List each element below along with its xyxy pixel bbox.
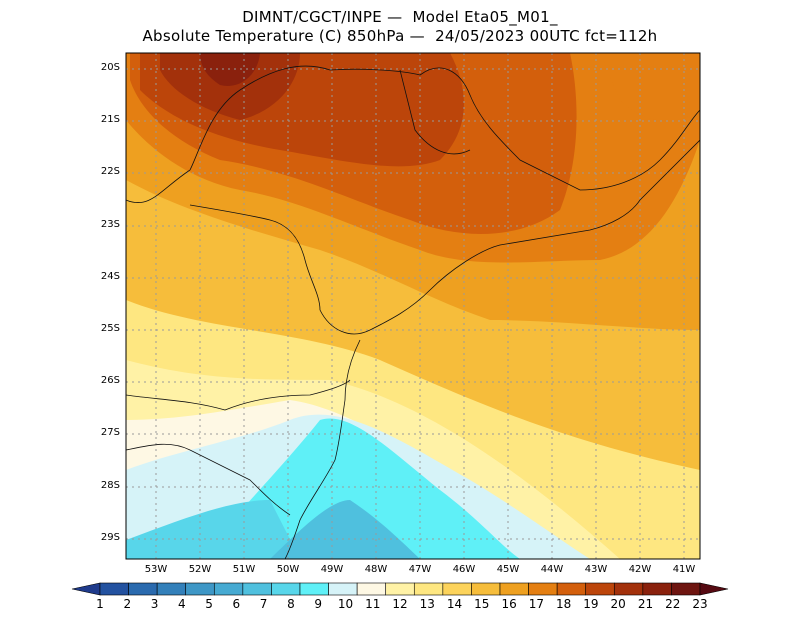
lat-label: 22S bbox=[100, 166, 120, 177]
lon-label: 43W bbox=[584, 564, 608, 575]
colorbar-swatch bbox=[242, 582, 272, 596]
colorbar-swatch bbox=[271, 582, 301, 596]
graticule bbox=[126, 53, 700, 559]
colorbar-label: 15 bbox=[474, 597, 490, 611]
colorbar-swatch bbox=[528, 582, 558, 596]
colorbar-arrow-low bbox=[71, 582, 101, 596]
colorbar-swatch bbox=[642, 582, 672, 596]
colorbar-label: 23 bbox=[692, 597, 708, 611]
colorbar-label: 20 bbox=[610, 597, 626, 611]
lat-label: 29S bbox=[100, 532, 120, 543]
colorbar-swatch bbox=[328, 582, 358, 596]
colorbar-label: 5 bbox=[205, 597, 213, 611]
colorbar-label: 21 bbox=[637, 597, 654, 611]
colorbar-label: 19 bbox=[583, 597, 599, 611]
colorbar-label: 12 bbox=[392, 597, 408, 611]
colorbar-swatch bbox=[185, 582, 215, 596]
lon-label: 42W bbox=[628, 564, 652, 575]
colorbar-swatch bbox=[385, 582, 415, 596]
colorbar-swatch bbox=[585, 582, 615, 596]
lat-label: 26S bbox=[100, 375, 120, 386]
lat-label: 24S bbox=[100, 271, 120, 282]
lon-label: 45W bbox=[496, 564, 520, 575]
colorbar-swatch bbox=[556, 582, 587, 596]
colorbar-label: 16 bbox=[501, 597, 517, 611]
temperature-field bbox=[126, 53, 700, 559]
lon-label: 50W bbox=[276, 564, 300, 575]
colorbar-label: 10 bbox=[337, 597, 354, 611]
lon-label: 46W bbox=[452, 564, 476, 575]
colorbar-swatch bbox=[156, 582, 187, 596]
colorbar-label: 22 bbox=[665, 597, 681, 611]
political-boundaries bbox=[126, 65, 700, 559]
colorbar-label: 9 bbox=[314, 597, 322, 611]
colorbar-label: 6 bbox=[232, 597, 241, 611]
colorbar-label: 17 bbox=[528, 597, 544, 611]
colorbar-swatch bbox=[128, 582, 158, 596]
lon-label: 51W bbox=[232, 564, 256, 575]
chart-title-line2: Absolute Temperature (C) 850hPa — 24/05/… bbox=[142, 27, 658, 45]
colorbar-swatch bbox=[299, 582, 329, 596]
lat-label: 27S bbox=[100, 427, 120, 438]
colorbar-label: 14 bbox=[446, 597, 463, 611]
colorbar-label: 11 bbox=[365, 597, 381, 611]
lon-label: 44W bbox=[540, 564, 564, 575]
lon-label: 47W bbox=[408, 564, 432, 575]
lon-label: 49W bbox=[320, 564, 344, 575]
colorbar-swatch bbox=[413, 582, 444, 596]
colorbar-label: 13 bbox=[419, 597, 435, 611]
lon-label: 53W bbox=[144, 564, 168, 575]
colorbar-label: 18 bbox=[555, 597, 572, 611]
colorbar-label: 2 bbox=[123, 597, 132, 611]
colorbar-swatch bbox=[671, 582, 701, 596]
colorbar-label: 4 bbox=[177, 597, 186, 611]
colorbar-swatch bbox=[471, 582, 501, 596]
colorbar-swatch bbox=[442, 582, 472, 596]
lat-label: 21S bbox=[100, 114, 120, 125]
colorbar-label: 7 bbox=[259, 597, 268, 611]
colorbar-swatch bbox=[356, 582, 387, 596]
colorbar-label: 8 bbox=[287, 597, 295, 611]
lon-label: 48W bbox=[364, 564, 388, 575]
lat-label: 25S bbox=[100, 323, 120, 334]
lon-label: 41W bbox=[672, 564, 696, 575]
colorbar bbox=[71, 582, 729, 596]
chart-title-line1: DIMNT/CGCT/INPE — Model Eta05_M01_ bbox=[242, 8, 558, 26]
colorbar-swatch bbox=[213, 582, 244, 596]
colorbar-swatch bbox=[499, 582, 529, 596]
map-border bbox=[125, 52, 701, 560]
lat-label: 28S bbox=[100, 480, 120, 491]
colorbar-swatch bbox=[613, 582, 644, 596]
lat-label: 23S bbox=[100, 219, 120, 230]
colorbar-label: 1 bbox=[96, 597, 104, 611]
lon-label: 52W bbox=[188, 564, 212, 575]
colorbar-swatch bbox=[99, 582, 129, 596]
colorbar-arrow-high bbox=[699, 582, 729, 596]
colorbar-label: 3 bbox=[150, 597, 159, 611]
lat-label: 20S bbox=[100, 62, 120, 73]
